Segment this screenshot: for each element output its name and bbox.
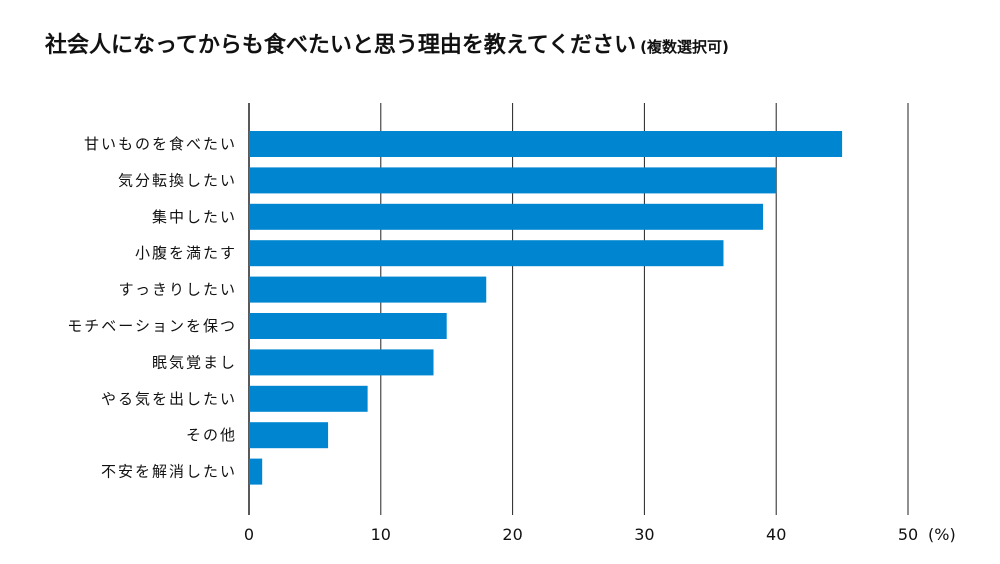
bar — [249, 422, 329, 449]
category-label: その他 — [186, 426, 237, 444]
category-label: やる気を出したい — [101, 390, 237, 408]
x-tick-label: 40 — [766, 525, 786, 544]
bar — [249, 349, 434, 376]
x-tick-label: 20 — [502, 525, 522, 544]
x-tick-label: 0 — [244, 525, 254, 544]
x-tick-labels: 0 10 20 30 40 50 — [244, 525, 918, 544]
bar — [249, 276, 487, 303]
category-label: 甘いものを食べたい — [84, 135, 237, 153]
x-tick-label: 10 — [371, 525, 391, 544]
category-labels: 甘いものを食べたい気分転換したい集中したい小腹を満たすすっきりしたいモチベーショ… — [67, 135, 237, 481]
x-tick-label: 50 — [898, 525, 918, 544]
chart-title: 社会人になってからも食べたいと思う理由を教えてください (複数選択可) — [45, 32, 729, 58]
bar — [249, 167, 777, 194]
category-label: 小腹を満たす — [135, 244, 237, 262]
category-label: モチベーションを保つ — [67, 317, 237, 335]
chart-subtitle: (複数選択可) — [640, 38, 729, 56]
bars — [249, 131, 843, 485]
bar — [249, 385, 368, 412]
x-tick-label: 30 — [634, 525, 654, 544]
bar — [249, 203, 764, 230]
category-label: 気分転換したい — [118, 171, 237, 189]
category-label: 集中したい — [152, 208, 237, 226]
chart-title-main: 社会人になってからも食べたいと思う理由を教えてください — [45, 32, 636, 58]
unit-label: (%) — [928, 525, 956, 544]
category-label: 不安を解消したい — [101, 463, 237, 481]
gridlines — [248, 103, 909, 515]
bar — [249, 240, 724, 267]
bar — [249, 458, 263, 485]
category-label: すっきりしたい — [119, 281, 237, 299]
bar — [249, 131, 843, 157]
category-label: 眠気覚まし — [152, 353, 237, 371]
bar — [249, 313, 447, 339]
